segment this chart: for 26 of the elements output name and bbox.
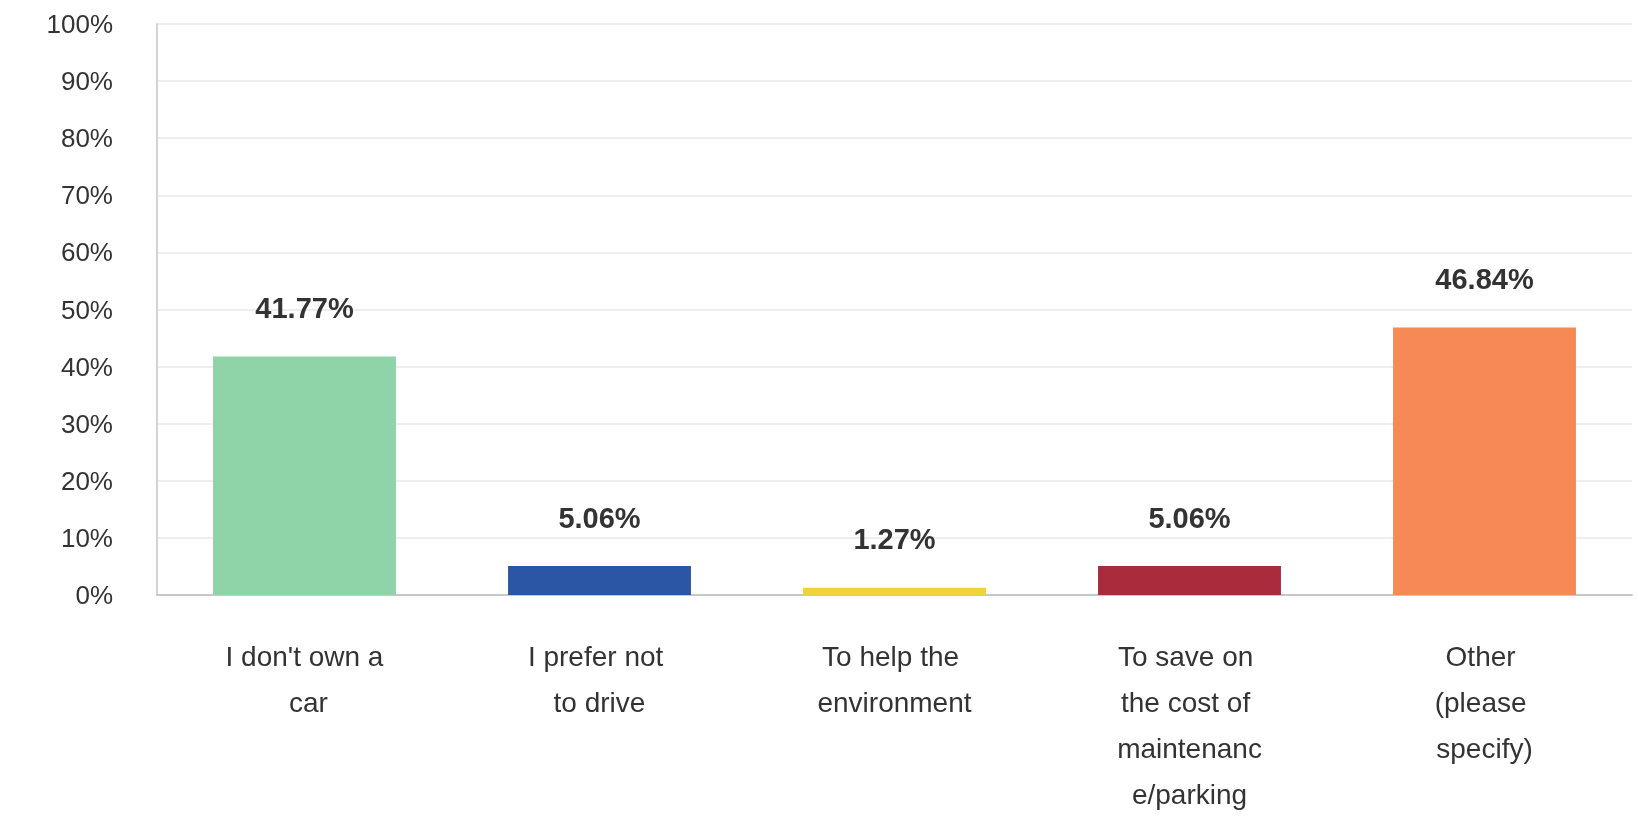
data-label: 1.27%: [853, 523, 936, 556]
data-label: 46.84%: [1435, 263, 1534, 296]
y-tick-label: 100%: [46, 9, 113, 39]
y-tick-label: 50%: [60, 294, 113, 325]
bar: [213, 356, 396, 595]
x-tick-label: I prefer not to drive: [527, 640, 672, 718]
data-label: 5.06%: [1148, 501, 1231, 534]
y-tick-label: 80%: [60, 123, 113, 154]
bar: [803, 587, 986, 595]
x-tick-label: To help the environment: [817, 640, 972, 718]
data-label: 5.06%: [558, 501, 641, 534]
y-tick-label: 0%: [75, 580, 113, 610]
y-tick-label: 30%: [60, 408, 113, 439]
y-tick-label: 70%: [60, 180, 113, 211]
bar: [1393, 327, 1576, 595]
y-tick-label: 40%: [60, 351, 113, 382]
y-tick-label: 10%: [60, 522, 113, 553]
x-tick-label: To save on the cost of maintenance/parking: [1117, 640, 1262, 810]
data-label: 41.77%: [255, 291, 354, 324]
bar: [1098, 566, 1281, 595]
y-tick-label: 60%: [60, 237, 113, 268]
x-tick-label: Other (please specify): [1434, 640, 1535, 764]
y-tick-label: 90%: [60, 66, 113, 97]
y-tick-label: 20%: [60, 465, 113, 496]
x-tick-label: I don't own a car: [225, 640, 384, 718]
bar: [508, 566, 691, 595]
